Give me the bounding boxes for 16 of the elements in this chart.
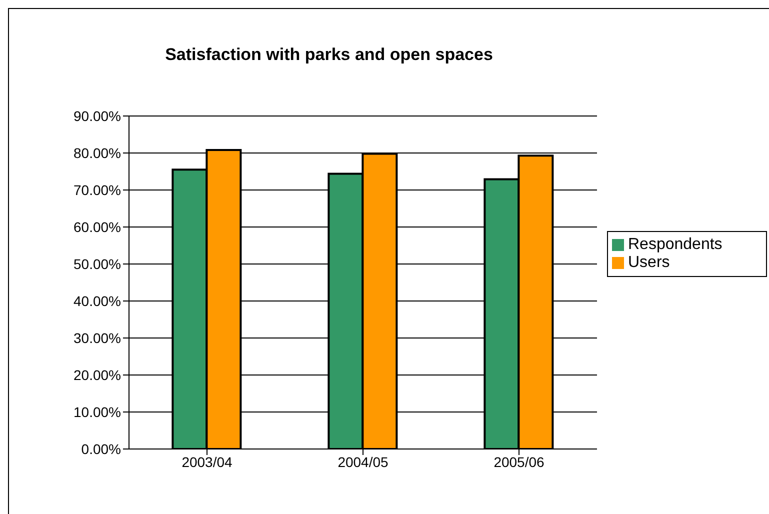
- y-tick-label: 90.00%: [74, 108, 121, 124]
- x-tick-label: 2004/05: [338, 454, 389, 470]
- legend-label: Users: [628, 254, 670, 271]
- y-tick-label: 70.00%: [74, 182, 121, 198]
- y-tick-label: 80.00%: [74, 144, 121, 161]
- y-tick-label: 30.00%: [74, 330, 121, 346]
- y-tick-label: 60.00%: [74, 218, 121, 235]
- y-tick-label: 10.00%: [74, 404, 121, 420]
- chart-title: Satisfaction with parks and open spaces: [164, 45, 494, 65]
- x-tick-label: 2005/06: [494, 454, 545, 470]
- y-tick-label: 20.00%: [74, 366, 121, 383]
- y-tick-label: 50.00%: [74, 256, 121, 272]
- legend-label: Respondents: [628, 236, 722, 253]
- y-tick-label: 0.00%: [81, 440, 121, 457]
- x-tick-label: 2003/04: [182, 454, 233, 470]
- y-tick-label: 40.00%: [74, 292, 121, 309]
